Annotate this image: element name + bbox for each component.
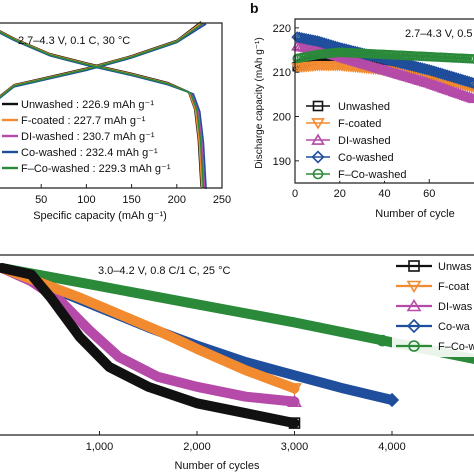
panel-a-legend-label: Unwashed : 226.9 mAh g⁻¹ [21,99,154,111]
panel-c-x-tick-label: 2,000 [183,441,211,453]
panel-b-x-tick-label: 40 [378,188,390,200]
panel-a-legend-label: DI-washed : 230.7 mAh g⁻¹ [21,131,155,143]
panel-a-x-tick-label: 200 [168,194,186,206]
panel-c-marker-f-co-w [376,334,389,347]
panel-a-x-tick-label: 250 [213,194,231,206]
panel-a-condition: 2.7–4.3 V, 0.1 C, 30 °C [18,35,130,47]
panel-b-y-tick-label: 190 [273,156,291,168]
panel-c-data [0,263,474,429]
panel-b-legend-label: DI-washed [338,135,391,147]
panel-a-x-axis-label: Specific capacity (mAh g⁻¹) [33,210,167,222]
panel-a-charge-curve-f-co-washed [0,22,204,99]
panel-a-discharge-curve-co-washed [0,32,207,189]
panel-c-legend-label: F-coat [438,281,469,293]
panel-b-x-tick-label: 20 [334,188,346,200]
panel-c-end-marker-unwas [288,417,301,429]
panel-a-charge-curve-f-coated [0,21,203,98]
panel-c-legend: Unwas F-coat DI-was Co-wa F–Co-w [392,257,474,357]
panel-b-y-axis-label: Discharge capacity (mAh g⁻¹) [254,37,265,168]
panel-b-legend-marker [311,118,325,130]
panel-b-label: b [250,0,259,16]
panel-c-end-marker-di-was [287,394,302,407]
panel-b-legend-marker [311,150,325,164]
panel-b-point-di-washed [467,92,474,104]
panel-b-point-co-washed [465,76,474,89]
panel-c-legend-marker [406,318,422,334]
panel-a-x-ticks: 50 100 150 200 250 [35,184,231,206]
panel-c-legend-label: F–Co-w [438,341,474,353]
panel-c-x-tick-label: 3,000 [281,441,309,453]
panel-c-band-f-coat [0,263,300,394]
panel-c-legend-marker [406,298,422,312]
panel-a: 2.7–4.3 V, 0.1 C, 30 °C Unwashed : 226.9… [0,21,231,222]
panel-a-x-tick-label: 150 [122,194,140,206]
panel-b-x-tick-label: 0 [292,188,298,200]
panel-a-charge-curve-unwashed [0,21,202,97]
panel-b-legend-marker [312,168,324,180]
panel-b-x-ticks: 0 20 40 60 [292,179,435,200]
panel-a-legend-label: F-coated : 227.7 mAh g⁻¹ [21,115,146,127]
panel-b-legend-label: F–Co-washed [338,169,406,181]
panel-c-x-axis-label: Number of cycles [175,460,260,472]
panel-c-legend-marker [406,280,422,294]
panel-b-legend: Unwashed F-coated DI-washed Co-washed F–Co-w… [303,97,413,181]
panel-c-band-unwas [0,263,300,429]
panel-c-legend-marker [408,260,420,272]
panel-b-y-tick-label: 210 [273,67,291,79]
panel-c-condition: 3.0–4.2 V, 0.8 C/1 C, 25 °C [98,265,230,277]
panel-b-point-f-co-washed [469,54,474,64]
panel-b-legend-label: Unwashed [338,101,390,113]
panel-b-legend-marker [311,133,325,145]
panel-b-legend-label: Co-washed [338,152,394,164]
panel-c-legend-label: Unwas [438,261,472,273]
panel-b-y-ticks: 190 200 210 220 [273,23,299,168]
panel-a-x-tick-label: 100 [77,194,95,206]
panel-b-data [291,31,474,104]
panel-c-legend-label: DI-was [438,301,473,313]
panel-b-condition: 2.7–4.3 V, 0.5 [405,28,473,40]
panel-b-legend-marker [312,100,324,112]
panel-a-legend-label: Co-washed : 232.4 mAh g⁻¹ [21,147,158,159]
panel-a-legend: Unwashed : 226.9 mAh g⁻¹ F-coated : 227.7… [2,99,171,175]
panel-b-x-axis-label: Number of cycle [375,208,454,220]
panel-c-x-tick-label: 4,000 [378,441,406,453]
panel-c-band-f-co-w [0,263,474,365]
panel-c-legend-label: Co-wa [438,321,471,333]
panel-b-y-tick-label: 200 [273,112,291,124]
panel-c-frame [0,254,474,436]
panel-b: b 2.7–4.3 V, 0.5 190 200 210 220 0 20 40 60 Di… [250,0,474,220]
panel-b-y-tick-label: 220 [273,23,291,35]
panel-c-legend-marker [408,340,420,352]
panel-a-frame [0,22,223,189]
panel-c-end-marker-f-coat [287,383,302,396]
panel-b-x-tick-label: 60 [423,188,435,200]
panel-b-point-co-washed [468,77,474,90]
panel-c-end-marker-co-wa [384,392,400,408]
panel-a-x-tick-label: 50 [35,194,47,206]
panel-a-discharge-curve-f-co-washed [0,31,205,189]
panel-b-legend-label: F-coated [338,118,381,130]
panel-c-x-tick-label: 1,000 [86,441,114,453]
panel-a-curves [0,21,207,189]
panel-a-legend-label: F–Co-washed : 229.3 mAh g⁻¹ [21,163,171,175]
panel-c: 3.0–4.2 V, 0.8 C/1 C, 25 °C 1,000 2,000 3,… [0,254,474,472]
